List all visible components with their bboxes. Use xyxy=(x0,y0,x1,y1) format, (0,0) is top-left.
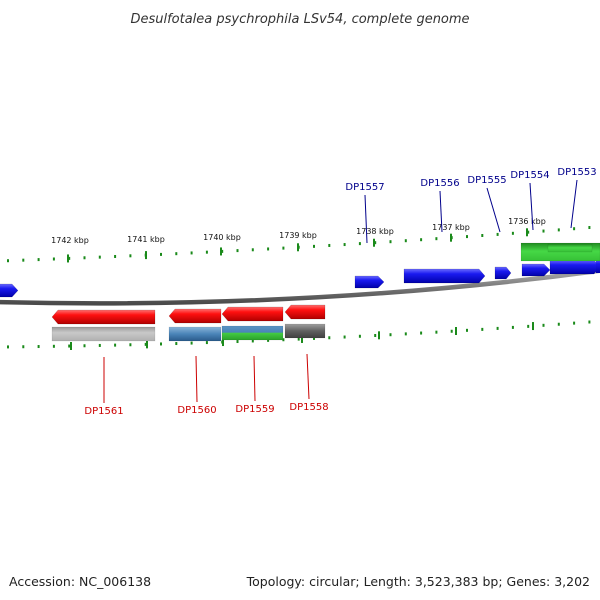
genome-title: Desulfotalea psychrophila LSv54, complet… xyxy=(130,12,469,27)
annotation-block[interactable] xyxy=(168,326,222,342)
forward-gene-arrow[interactable] xyxy=(0,283,19,298)
accession-text: Accession: NC_006138 xyxy=(9,574,151,589)
annotation-block[interactable] xyxy=(221,325,284,341)
scale-label: 1739 kbp xyxy=(279,231,317,240)
scale-label: 1736 kbp xyxy=(508,217,546,226)
inner-tick-ring xyxy=(7,320,591,351)
forward-gene-arrow[interactable] xyxy=(549,259,600,275)
forward-gene-label[interactable]: DP1553 xyxy=(557,167,596,178)
reverse-gene-label[interactable]: DP1561 xyxy=(84,406,123,417)
reverse-gene-arrow[interactable] xyxy=(168,308,222,324)
forward-gene-arrow[interactable] xyxy=(521,263,551,277)
forward-gene-label[interactable]: DP1556 xyxy=(420,178,459,189)
gene-leader-line xyxy=(364,194,368,244)
reverse-gene-arrow[interactable] xyxy=(221,306,284,322)
gene-leader-line xyxy=(486,187,501,233)
forward-gene-label[interactable]: DP1555 xyxy=(467,175,506,186)
reverse-gene-label[interactable]: DP1559 xyxy=(235,404,274,415)
reverse-strand-genes xyxy=(51,304,326,325)
scale-label: 1741 kbp xyxy=(127,235,165,244)
forward-gene-arrow[interactable] xyxy=(596,259,600,273)
forward-gene-label[interactable]: DP1557 xyxy=(345,182,384,193)
scale-label: 1742 kbp xyxy=(51,236,89,245)
gene-leader-line xyxy=(529,182,534,231)
scale-label: 1738 kbp xyxy=(356,227,394,236)
scale-label: 1740 kbp xyxy=(203,233,241,242)
forward-gene-arrow[interactable] xyxy=(403,268,486,284)
reverse-gene-arrow[interactable] xyxy=(51,309,156,325)
reverse-gene-arrow[interactable] xyxy=(284,304,326,320)
gene-leader-line xyxy=(306,353,310,400)
annotation-track xyxy=(51,242,600,342)
annotation-block[interactable] xyxy=(547,243,593,253)
reverse-gene-label[interactable]: DP1560 xyxy=(177,405,216,416)
gene-leader-line xyxy=(439,190,443,233)
gene-leader-line xyxy=(195,355,198,403)
scale-label: 1737 kbp xyxy=(432,223,470,232)
forward-gene-label[interactable]: DP1554 xyxy=(510,170,549,181)
genome-backbone xyxy=(0,268,600,306)
topology-summary-text: Topology: circular; Length: 3,523,383 bp… xyxy=(246,574,590,589)
gene-labels: DP1557 DP1556 DP1555 DP1554 DP1553 DP1561 DP15… xyxy=(84,167,596,417)
scale-labels: 1742 kbp 1741 kbp 1740 kbp 1739 kbp 1738 kbp… xyxy=(51,217,546,245)
forward-gene-arrow[interactable] xyxy=(354,275,385,289)
forward-gene-arrow[interactable] xyxy=(494,266,512,280)
annotation-block[interactable] xyxy=(284,323,326,339)
gene-leader-line xyxy=(253,355,256,402)
outer-tick-ring xyxy=(7,226,591,263)
reverse-gene-label[interactable]: DP1558 xyxy=(289,402,328,413)
annotation-block[interactable] xyxy=(51,326,156,342)
gene-leader-line xyxy=(570,179,578,229)
forward-strand-genes xyxy=(0,259,600,298)
